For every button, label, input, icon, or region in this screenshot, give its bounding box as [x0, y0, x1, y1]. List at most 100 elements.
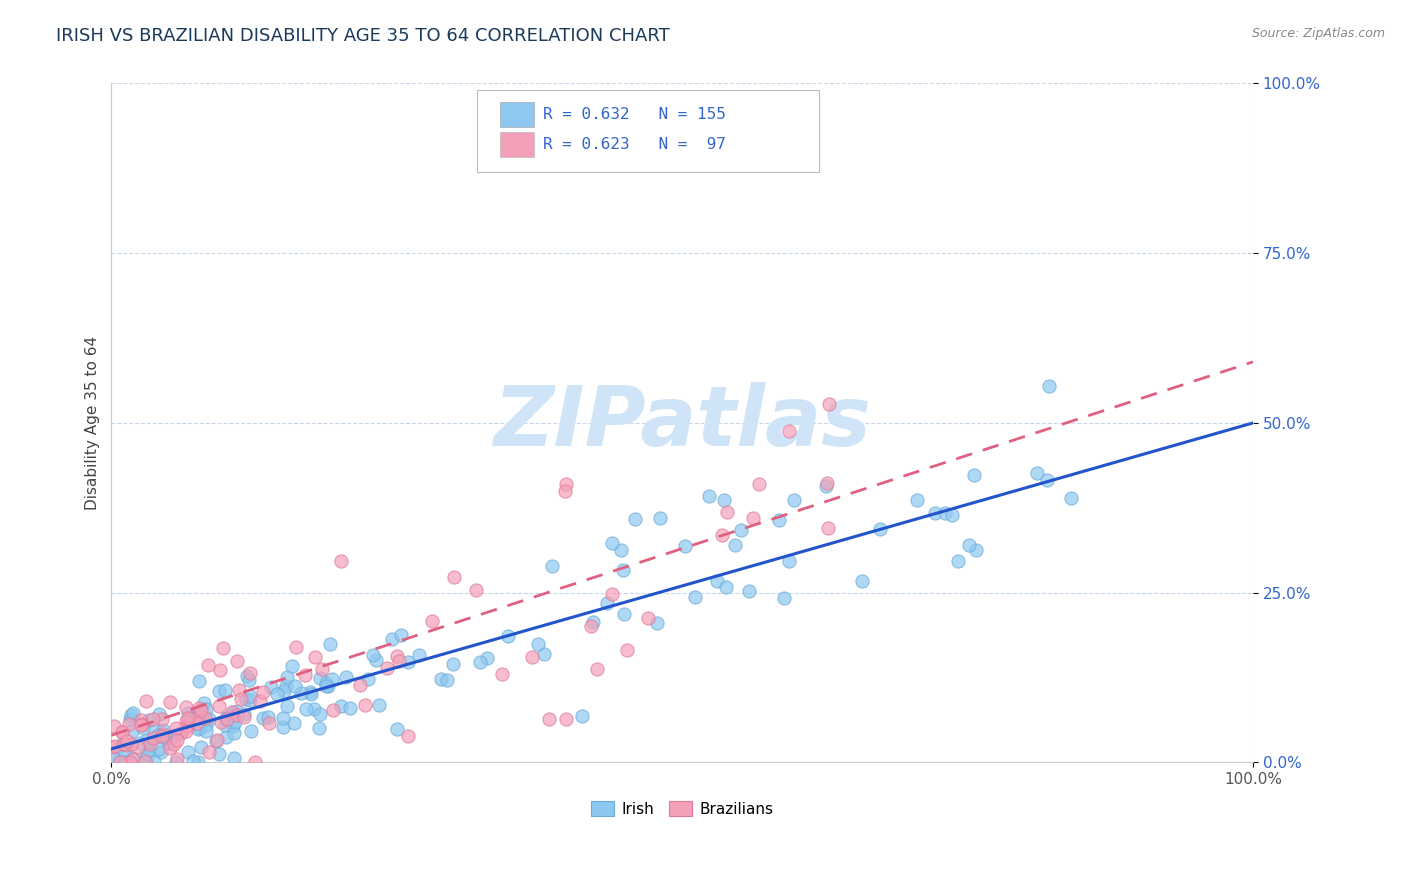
Point	[527, 637, 550, 651]
Point	[159, 740, 181, 755]
Point	[315, 675, 337, 690]
Point	[817, 521, 839, 535]
Point	[308, 721, 330, 735]
Point	[396, 729, 419, 743]
Point	[148, 742, 170, 756]
Point	[208, 683, 231, 698]
Point	[128, 736, 150, 750]
Point	[612, 564, 634, 578]
Point	[139, 737, 162, 751]
Point	[235, 691, 257, 706]
Point	[541, 558, 564, 573]
Point	[579, 619, 602, 633]
Point	[179, 715, 201, 730]
Point	[188, 721, 211, 735]
Point	[149, 745, 172, 759]
Point	[195, 718, 218, 732]
Point	[645, 615, 668, 630]
Point	[226, 707, 249, 722]
Point	[290, 686, 312, 700]
Point	[112, 744, 135, 758]
Point	[214, 718, 236, 732]
Point	[157, 736, 180, 750]
Point	[420, 615, 443, 629]
Point	[155, 730, 177, 744]
Point	[778, 424, 800, 438]
Point	[239, 689, 262, 703]
Point	[129, 718, 152, 732]
Point	[222, 705, 245, 719]
Point	[174, 722, 197, 736]
Point	[239, 693, 262, 707]
Point	[177, 745, 200, 759]
Point	[491, 667, 513, 681]
Point	[138, 743, 160, 757]
Point	[851, 574, 873, 588]
Point	[339, 701, 361, 715]
Point	[194, 711, 217, 725]
Point	[184, 706, 207, 721]
Point	[357, 672, 380, 686]
Point	[624, 511, 647, 525]
Point	[716, 505, 738, 519]
Point	[115, 739, 138, 753]
Point	[276, 699, 298, 714]
Point	[946, 554, 969, 568]
Text: IRISH VS BRAZILIAN DISABILITY AGE 35 TO 64 CORRELATION CHART: IRISH VS BRAZILIAN DISABILITY AGE 35 TO …	[56, 27, 671, 45]
Point	[224, 726, 246, 740]
Point	[134, 754, 156, 768]
Point	[582, 615, 605, 629]
Point	[554, 712, 576, 726]
Point	[150, 712, 173, 726]
Point	[298, 684, 321, 698]
Point	[188, 701, 211, 715]
Point	[176, 718, 198, 732]
Point	[252, 685, 274, 699]
Point	[319, 637, 342, 651]
Point	[226, 704, 249, 718]
Point	[176, 711, 198, 725]
Point	[118, 756, 141, 770]
Point	[385, 722, 408, 736]
Point	[468, 655, 491, 669]
Point	[163, 728, 186, 742]
Point	[957, 538, 980, 552]
Point	[166, 732, 188, 747]
Point	[613, 607, 636, 622]
Point	[138, 713, 160, 727]
Point	[283, 715, 305, 730]
Point	[818, 397, 841, 411]
Point	[609, 543, 631, 558]
Point	[600, 587, 623, 601]
Point	[748, 477, 770, 491]
Point	[131, 721, 153, 735]
Point	[170, 725, 193, 739]
Point	[165, 756, 187, 770]
Point	[783, 493, 806, 508]
Point	[190, 740, 212, 755]
Point	[115, 734, 138, 748]
Point	[391, 628, 413, 642]
Point	[814, 479, 837, 493]
Point	[934, 506, 956, 520]
Point	[165, 721, 187, 735]
Point	[1036, 473, 1059, 487]
Point	[905, 492, 928, 507]
Point	[110, 756, 132, 770]
Point	[316, 679, 339, 693]
Text: R = 0.632   N = 155: R = 0.632 N = 155	[543, 107, 725, 122]
Point	[273, 711, 295, 725]
Point	[869, 522, 891, 536]
Point	[215, 711, 238, 725]
Point	[285, 640, 308, 654]
Point	[224, 714, 246, 729]
Point	[465, 582, 488, 597]
Point	[111, 724, 134, 739]
Point	[398, 655, 420, 669]
Point	[1038, 379, 1060, 393]
Point	[131, 713, 153, 727]
Point	[697, 489, 720, 503]
Point	[148, 707, 170, 722]
Point	[304, 650, 326, 665]
Point	[388, 654, 411, 668]
